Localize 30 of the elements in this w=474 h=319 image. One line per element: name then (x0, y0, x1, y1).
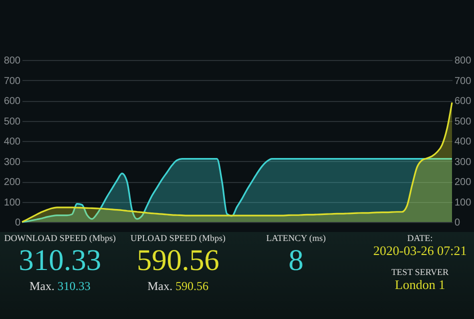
text: 310.33 (18, 243, 102, 279)
text: TEST SERVER (390, 267, 450, 277)
y2-tick-label: 200 (454, 177, 472, 188)
y2-tick-label: 600 (454, 96, 472, 107)
y-tick-label: 0 (14, 218, 21, 228)
text: 590.56 (136, 243, 220, 279)
text: Max. 590.56 (148, 279, 208, 293)
y-tick-label: 700 (4, 76, 21, 87)
text: UPLOAD SPEED (Mbps) (129, 233, 226, 243)
y2-tick-label: 100 (454, 197, 472, 208)
y-tick-label: 200 (4, 177, 21, 188)
y-tick-label: 800 (4, 56, 21, 66)
text: DOWNLOAD SPEED (Mbps) (3, 233, 117, 243)
y-tick-label: 100 (4, 197, 21, 208)
y-tick-label: 500 (4, 116, 21, 128)
y2-tick-label: 500 (454, 116, 472, 128)
text: London 1 (394, 277, 446, 293)
text: 2020-03-26 07:21 (372, 243, 468, 259)
y-tick-label: 400 (4, 136, 21, 148)
text: LATENCY (ms) (265, 233, 327, 243)
y-tick-label: 600 (4, 96, 21, 107)
y2-tick-label: 800 (454, 56, 472, 66)
y-tick-label: 300 (4, 156, 21, 168)
y2-tick-label: 700 (454, 76, 472, 87)
text: Max. 310.33 (30, 279, 90, 293)
y2-tick-label: 0 (454, 218, 460, 228)
y2-tick-label: 300 (454, 156, 472, 168)
text: 8 (288, 243, 304, 279)
text: DATE: (406, 233, 434, 243)
y2-tick-label: 400 (454, 136, 472, 148)
